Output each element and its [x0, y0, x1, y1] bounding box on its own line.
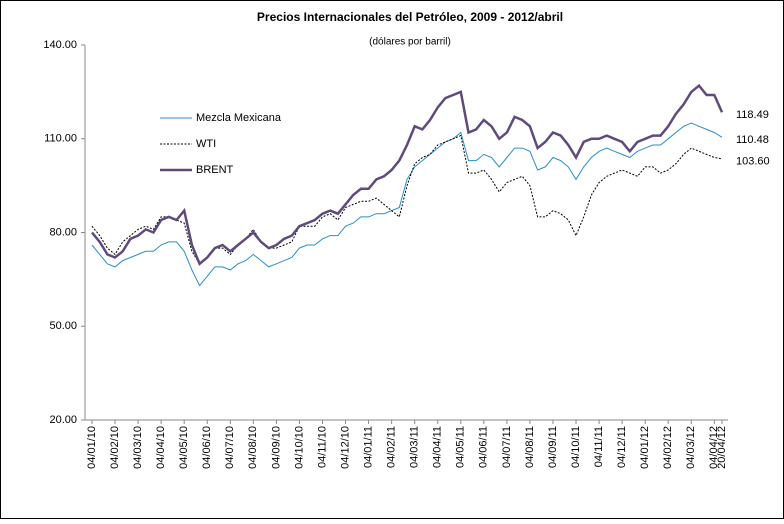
x-tick-label: 04/11/10 — [316, 426, 328, 468]
x-tick-label: 04/10/10 — [293, 426, 305, 469]
x-tick-label: 04/01/10 — [86, 426, 98, 469]
x-tick-label: 04/08/10 — [247, 426, 259, 469]
x-tick-label: 04/04/11 — [432, 426, 444, 468]
end-label: 110.48 — [736, 134, 769, 146]
y-tick-label: 140.00 — [43, 39, 77, 51]
x-tick-label: 04/03/12 — [685, 426, 697, 469]
legend-label: WTI — [196, 138, 216, 150]
end-label: 103.60 — [736, 156, 770, 168]
x-tick-label: 04/09/10 — [270, 426, 282, 469]
legend-label: Mezcla Mexicana — [196, 112, 282, 124]
x-tick-label: 04/05/11 — [455, 426, 467, 468]
legend-label: BRENT — [196, 164, 234, 176]
x-tick-label: 04/09/11 — [547, 426, 559, 468]
chart-title: Precios Internacionales del Petróleo, 20… — [257, 10, 563, 24]
x-tick-label: 04/02/12 — [662, 426, 674, 469]
x-tick-label: 04/11/11 — [593, 426, 605, 467]
x-tick-label: 04/05/10 — [178, 426, 190, 469]
x-tick-label: 04/03/10 — [132, 426, 144, 469]
x-tick-label: 04/08/11 — [524, 426, 536, 468]
x-tick-label: 04/01/11 — [362, 426, 374, 468]
x-tick-label: 04/06/10 — [201, 426, 213, 469]
x-tick-label: 04/12/11 — [616, 426, 628, 468]
chart-subtitle: (dólares por barril) — [369, 37, 451, 48]
y-tick-label: 110.00 — [44, 133, 77, 145]
x-tick-label: 04/02/11 — [386, 426, 398, 468]
x-tick-label: 04/04/10 — [155, 426, 167, 469]
x-tick-label: 04/01/12 — [639, 426, 651, 469]
y-tick-label: 50.00 — [49, 320, 77, 332]
series-line — [91, 83, 724, 266]
end-label: 118.49 — [736, 109, 769, 121]
x-tick-label: 20/04/12 — [716, 426, 728, 469]
x-tick-label: 04/03/11 — [409, 426, 421, 468]
x-tick-label: 04/07/10 — [224, 426, 236, 469]
x-tick-label: 04/12/10 — [339, 426, 351, 469]
x-tick-label: 04/06/11 — [478, 426, 490, 468]
y-tick-label: 20.00 — [49, 414, 77, 426]
x-tick-label: 04/02/10 — [109, 426, 121, 469]
series-line — [91, 122, 723, 287]
x-tick-label: 04/07/11 — [501, 426, 513, 468]
x-tick-label: 04/04/12 — [708, 426, 720, 469]
x-tick-label: 04/10/11 — [570, 426, 582, 468]
y-tick-label: 80.00 — [49, 226, 77, 238]
